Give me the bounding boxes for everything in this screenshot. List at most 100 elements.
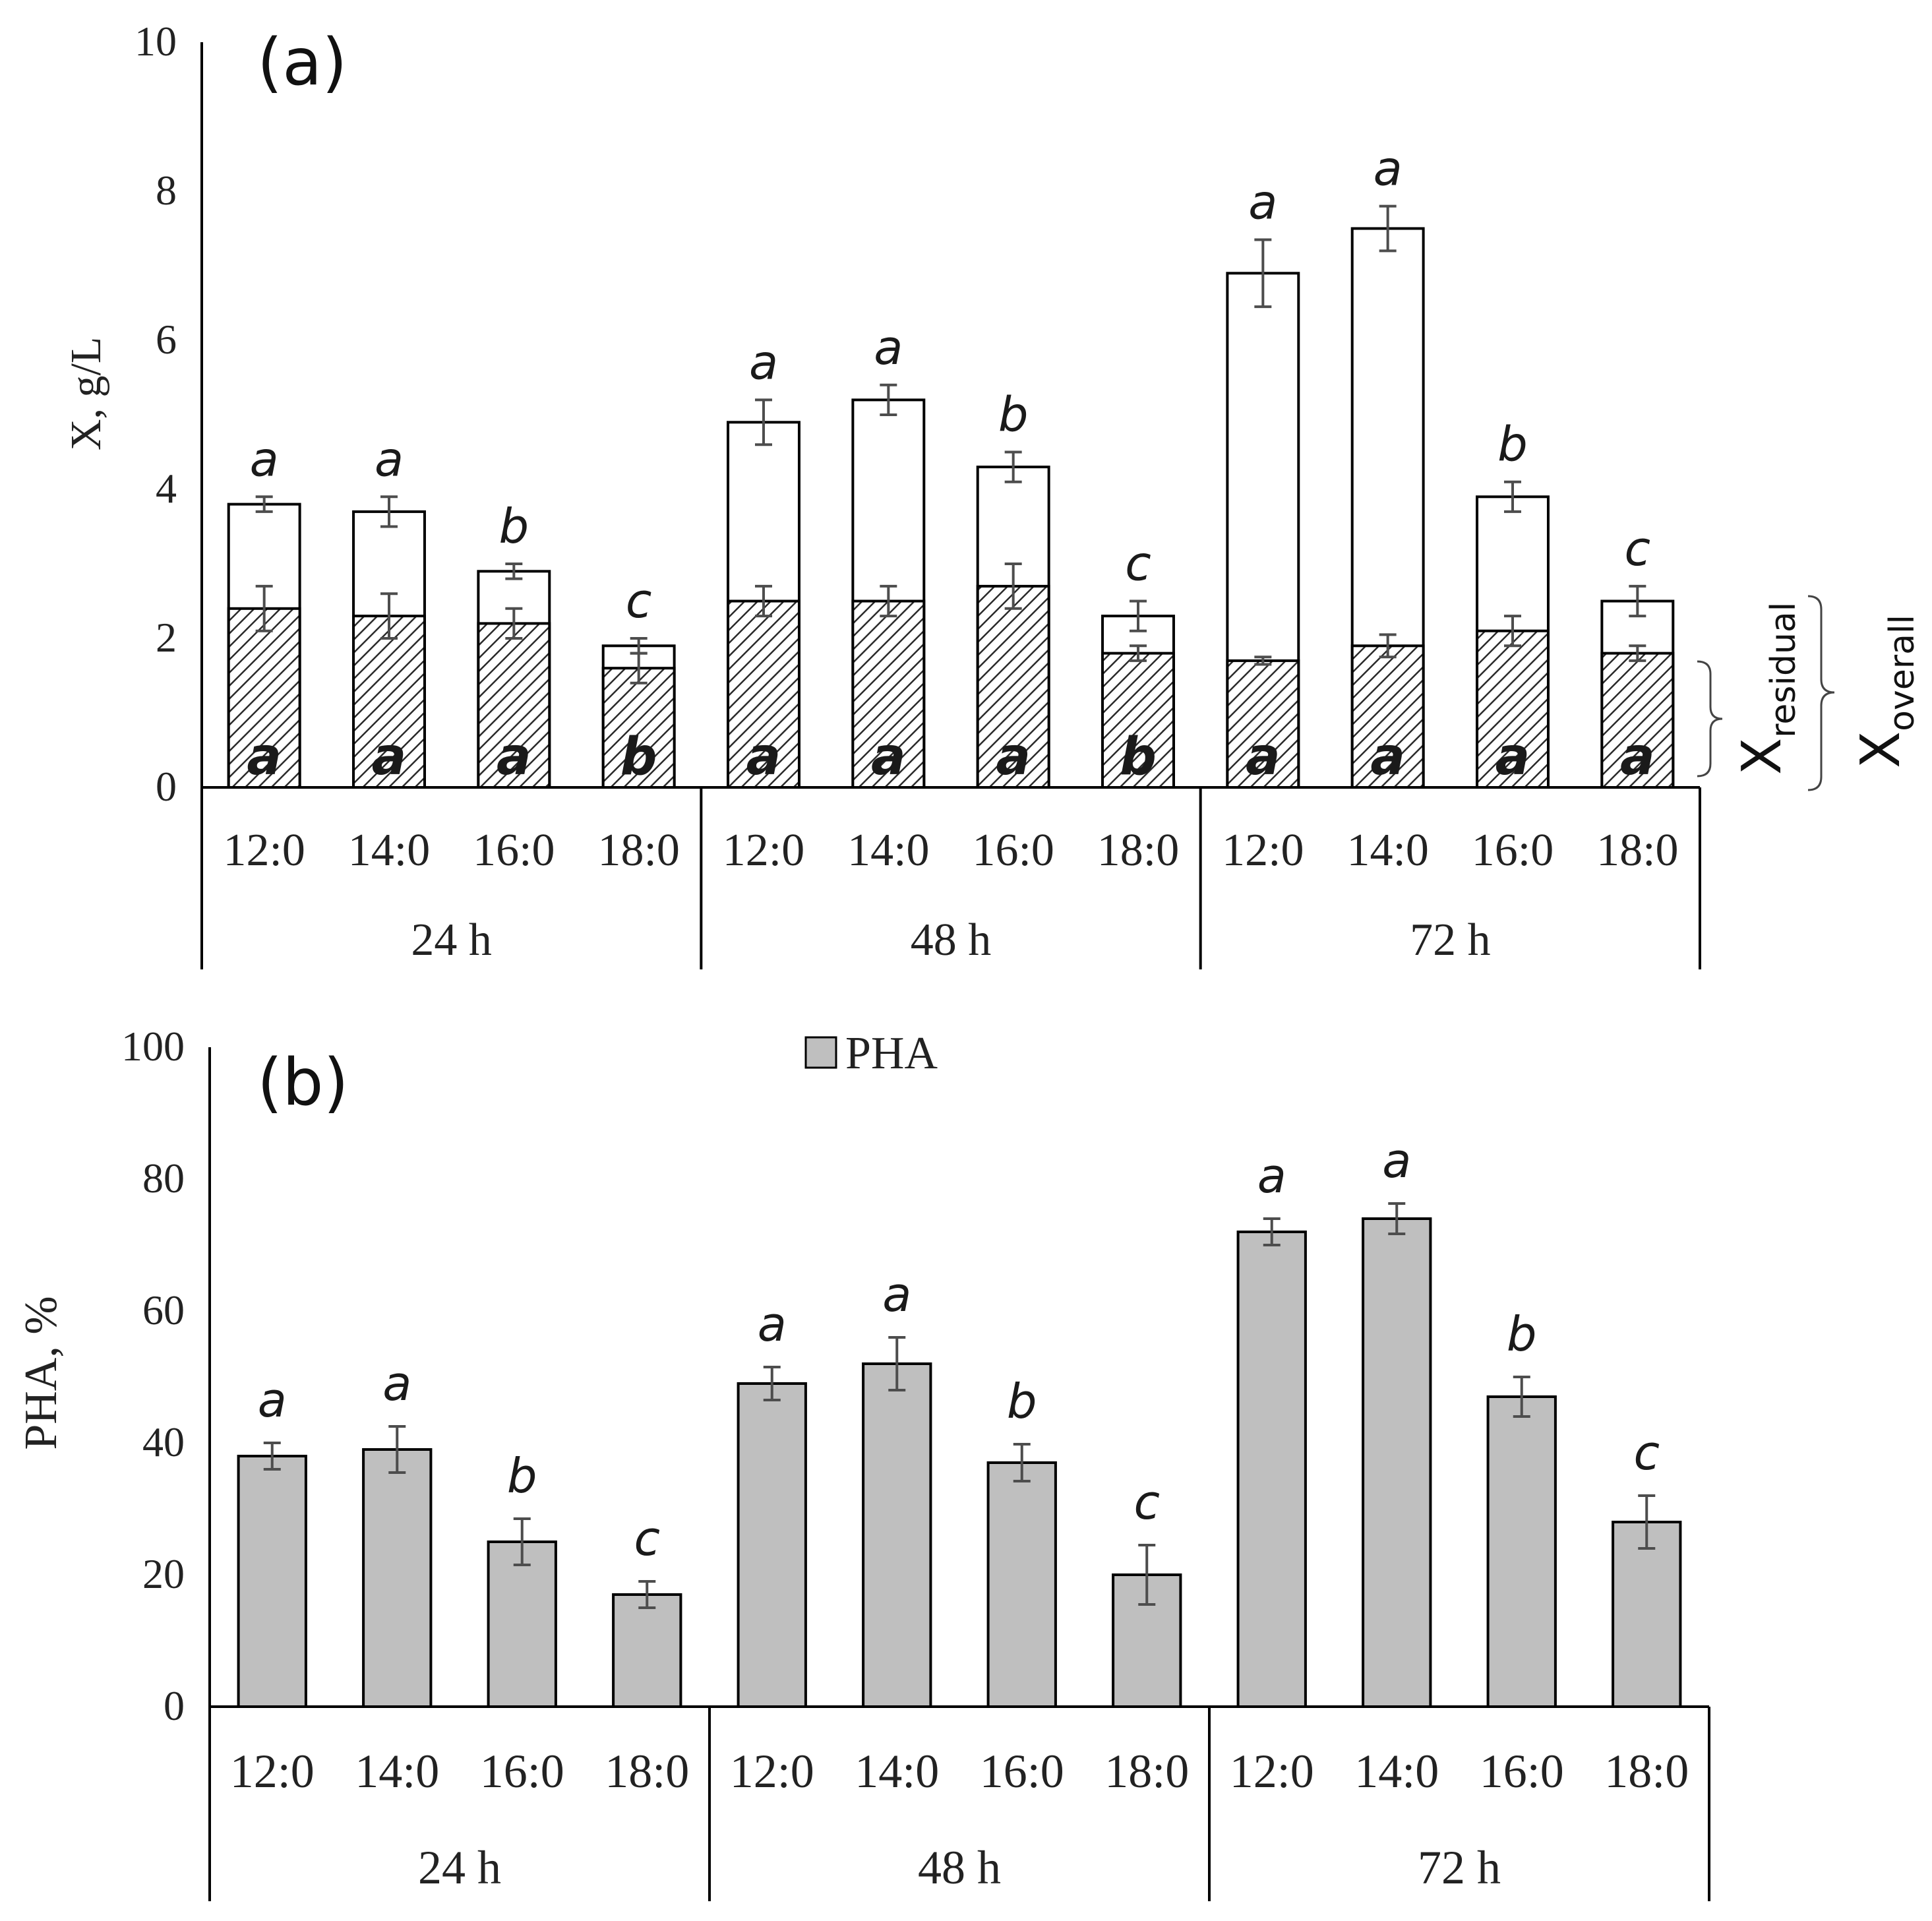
category-label: 12:0: [230, 1745, 315, 1798]
panel-b-y-axis-title: PHA, %: [16, 1296, 67, 1449]
category-label: 16:0: [473, 825, 555, 876]
panel-a-bars: a a a a b a c b a a a a b a c b a a a a b a c a: [227, 141, 1675, 789]
category-label: 18:0: [1097, 825, 1179, 876]
significance-letter: c: [1133, 1475, 1160, 1530]
residual-annotation-main: X: [1731, 738, 1794, 775]
panel-a-y-tick-labels: 0 2 4 6 8 10: [135, 18, 177, 810]
category-label: 18:0: [1604, 1745, 1689, 1798]
significance-letter-overall: a: [375, 431, 404, 487]
significance-letter-residual: a: [372, 727, 407, 787]
category-label: 12:0: [223, 825, 305, 876]
significance-letter-residual: b: [1120, 727, 1157, 787]
bar-residual: [477, 622, 551, 789]
panel-a-y-axis-title: X, g/L: [62, 337, 110, 450]
bar-residual: [727, 599, 800, 789]
panel-a-label: (a): [257, 25, 347, 100]
bar-pha: [237, 1455, 307, 1708]
significance-letter-residual: a: [1495, 727, 1530, 787]
group-label: 72 h: [1410, 915, 1491, 965]
significance-letter: a: [1382, 1133, 1411, 1188]
significance-letter-overall: c: [626, 573, 652, 628]
category-label: 16:0: [980, 1745, 1064, 1798]
category-label: 16:0: [972, 825, 1054, 876]
significance-letter-overall: a: [1248, 174, 1277, 229]
significance-letter: a: [758, 1296, 787, 1352]
category-label: 16:0: [480, 1745, 564, 1798]
category-label: 16:0: [1472, 825, 1554, 876]
group-label: 72 h: [1418, 1841, 1501, 1894]
significance-letter-overall: c: [1125, 536, 1151, 592]
y-tick-label: 40: [142, 1418, 185, 1465]
y-tick-label: 80: [142, 1155, 185, 1202]
significance-letter-overall: a: [250, 431, 279, 487]
bar-pha: [1486, 1395, 1557, 1708]
residual-brace: [1697, 660, 1723, 778]
significance-letter-residual: a: [746, 727, 781, 787]
y-tick-label: 20: [142, 1550, 185, 1597]
category-label: 14:0: [847, 825, 929, 876]
y-tick-label: 0: [156, 763, 177, 810]
significance-letter: b: [507, 1448, 537, 1504]
residual-annotation: Xresidual: [1731, 602, 1803, 775]
panel-b-bars: a a b c a a b c a a b c: [237, 1133, 1682, 1708]
significance-letter-overall: a: [1374, 141, 1403, 197]
y-tick-label: 60: [142, 1287, 185, 1333]
significance-letter: b: [1507, 1306, 1537, 1362]
significance-letter-residual: b: [620, 727, 657, 787]
category-label: 18:0: [597, 825, 679, 876]
panel-b-label: (b): [257, 1045, 349, 1120]
group-label: 24 h: [418, 1841, 501, 1894]
panel-a-chart: (a) X, g/L 0 2 4 6 8 10 a a a a b a c b a a a a b a c b a a a a b…: [62, 18, 1922, 969]
overall-brace: [1807, 595, 1835, 791]
y-tick-label: 10: [135, 18, 177, 65]
bar-residual: [601, 667, 676, 789]
significance-letter-overall: a: [749, 334, 778, 390]
panel-b-y-tick-labels: 0 20 40 60 80 100: [121, 1023, 185, 1729]
category-label: 12:0: [1230, 1745, 1314, 1798]
bar-pha: [612, 1593, 682, 1708]
significance-letter-overall: b: [1497, 417, 1528, 472]
significance-letter-residual: a: [871, 727, 906, 787]
y-tick-label: 2: [156, 614, 177, 661]
svg-text:Xresidual: Xresidual: [1731, 602, 1803, 775]
significance-letter-overall: b: [498, 499, 529, 554]
significance-letter: a: [382, 1356, 411, 1411]
significance-letter-residual: a: [247, 727, 282, 787]
significance-letter-residual: a: [497, 727, 531, 787]
category-label: 18:0: [1596, 825, 1678, 876]
panel-b-axes: [208, 1047, 1710, 1901]
category-label: 18:0: [605, 1745, 689, 1798]
bar-pha: [1236, 1231, 1307, 1708]
svg-text:Xoverall: Xoverall: [1850, 615, 1922, 768]
y-tick-label: 0: [164, 1682, 185, 1729]
y-tick-label: 6: [156, 316, 177, 363]
group-label: 48 h: [918, 1841, 1001, 1894]
category-label: 14:0: [855, 1745, 939, 1798]
significance-letter: a: [1257, 1148, 1286, 1204]
category-label: 12:0: [1222, 825, 1304, 876]
legend-pha-label: PHA: [845, 1028, 938, 1079]
category-label: 14:0: [355, 1745, 439, 1798]
bar-pha: [737, 1382, 807, 1708]
significance-letter-overall: b: [998, 387, 1029, 442]
group-label: 48 h: [911, 915, 992, 965]
significance-letter: a: [882, 1267, 911, 1322]
bar-pha: [487, 1540, 557, 1708]
category-label: 16:0: [1480, 1745, 1564, 1798]
significance-letter-overall: c: [1625, 521, 1651, 576]
significance-letter: b: [1007, 1374, 1037, 1429]
panel-a-x-tick-labels: 12:0 14:0 16:0 18:0 12:0 14:0 16:0 18:0 12:0 14:0…: [223, 825, 1678, 965]
bar-pha: [1362, 1217, 1432, 1708]
bar-pha: [362, 1448, 433, 1708]
overall-annotation-main: X: [1850, 731, 1912, 768]
category-label: 12:0: [730, 1745, 814, 1798]
category-label: 14:0: [348, 825, 430, 876]
panel-b-chart: (b) PHA, % PHA 0 20 40 60 80 100 a a b c a a b c a a b c…: [16, 1023, 1710, 1901]
bar-pha: [862, 1362, 932, 1708]
significance-letter: a: [258, 1372, 287, 1428]
category-label: 14:0: [1354, 1745, 1439, 1798]
bar-residual: [1101, 652, 1175, 789]
legend-pha-swatch: [804, 1036, 837, 1069]
significance-letter-residual: a: [996, 727, 1031, 787]
